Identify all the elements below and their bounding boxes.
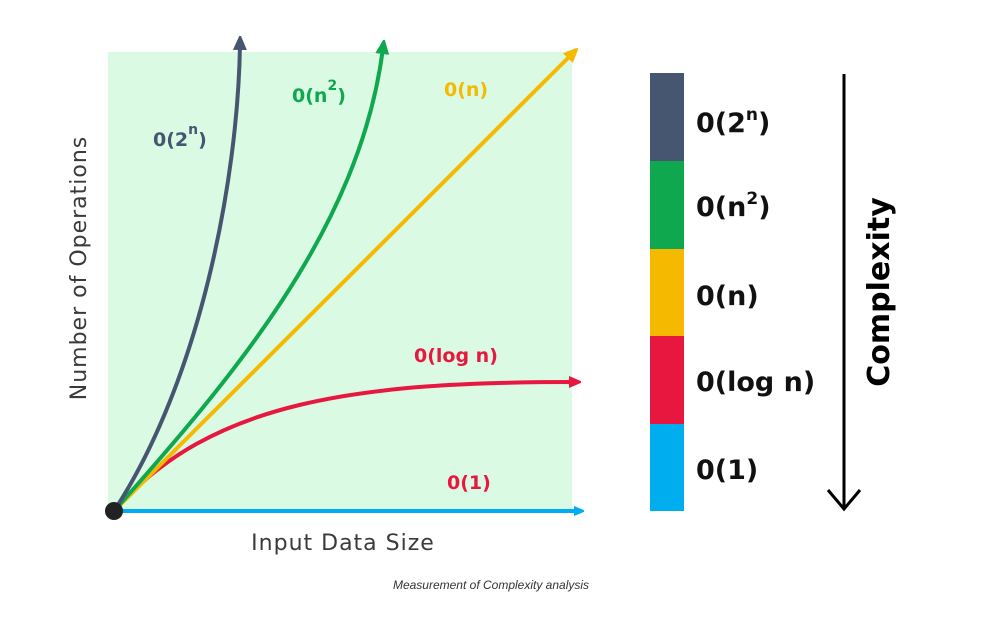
legend-label-o1: 0(1) xyxy=(696,455,758,486)
x-axis-label: Input Data Size xyxy=(251,531,435,556)
plot-area xyxy=(108,52,572,510)
legend-label-on2: 0(n2) xyxy=(696,189,771,223)
origin-dot xyxy=(105,502,123,520)
legend-swatch-o1 xyxy=(650,424,684,511)
series-o2n-line xyxy=(112,44,240,513)
label-on: 0(n) xyxy=(444,79,488,101)
legend-label-ologn: 0(log n) xyxy=(696,367,815,398)
series-on-line xyxy=(112,54,572,513)
legend-label-o2n: 0(2n) xyxy=(696,105,770,139)
label-ologn: 0(log n) xyxy=(414,345,498,367)
label-o1: 0(1) xyxy=(447,472,491,494)
complexity-arrow-head xyxy=(826,489,862,512)
figure-caption: Measurement of Complexity analysis xyxy=(392,578,590,592)
legend-swatch-ologn xyxy=(650,336,684,424)
complexity-title: Complexity xyxy=(862,197,897,387)
legend-swatch-on xyxy=(650,249,684,336)
legend-label-on: 0(n) xyxy=(696,281,759,312)
legend-swatch-o2n xyxy=(650,73,684,161)
label-o2n: 0(2n) xyxy=(153,122,207,151)
series-on2-line xyxy=(112,48,383,513)
label-on2: 0(n2) xyxy=(292,78,346,107)
y-axis-label: Number of Operations xyxy=(67,136,92,401)
legend-swatch-on2 xyxy=(650,161,684,249)
